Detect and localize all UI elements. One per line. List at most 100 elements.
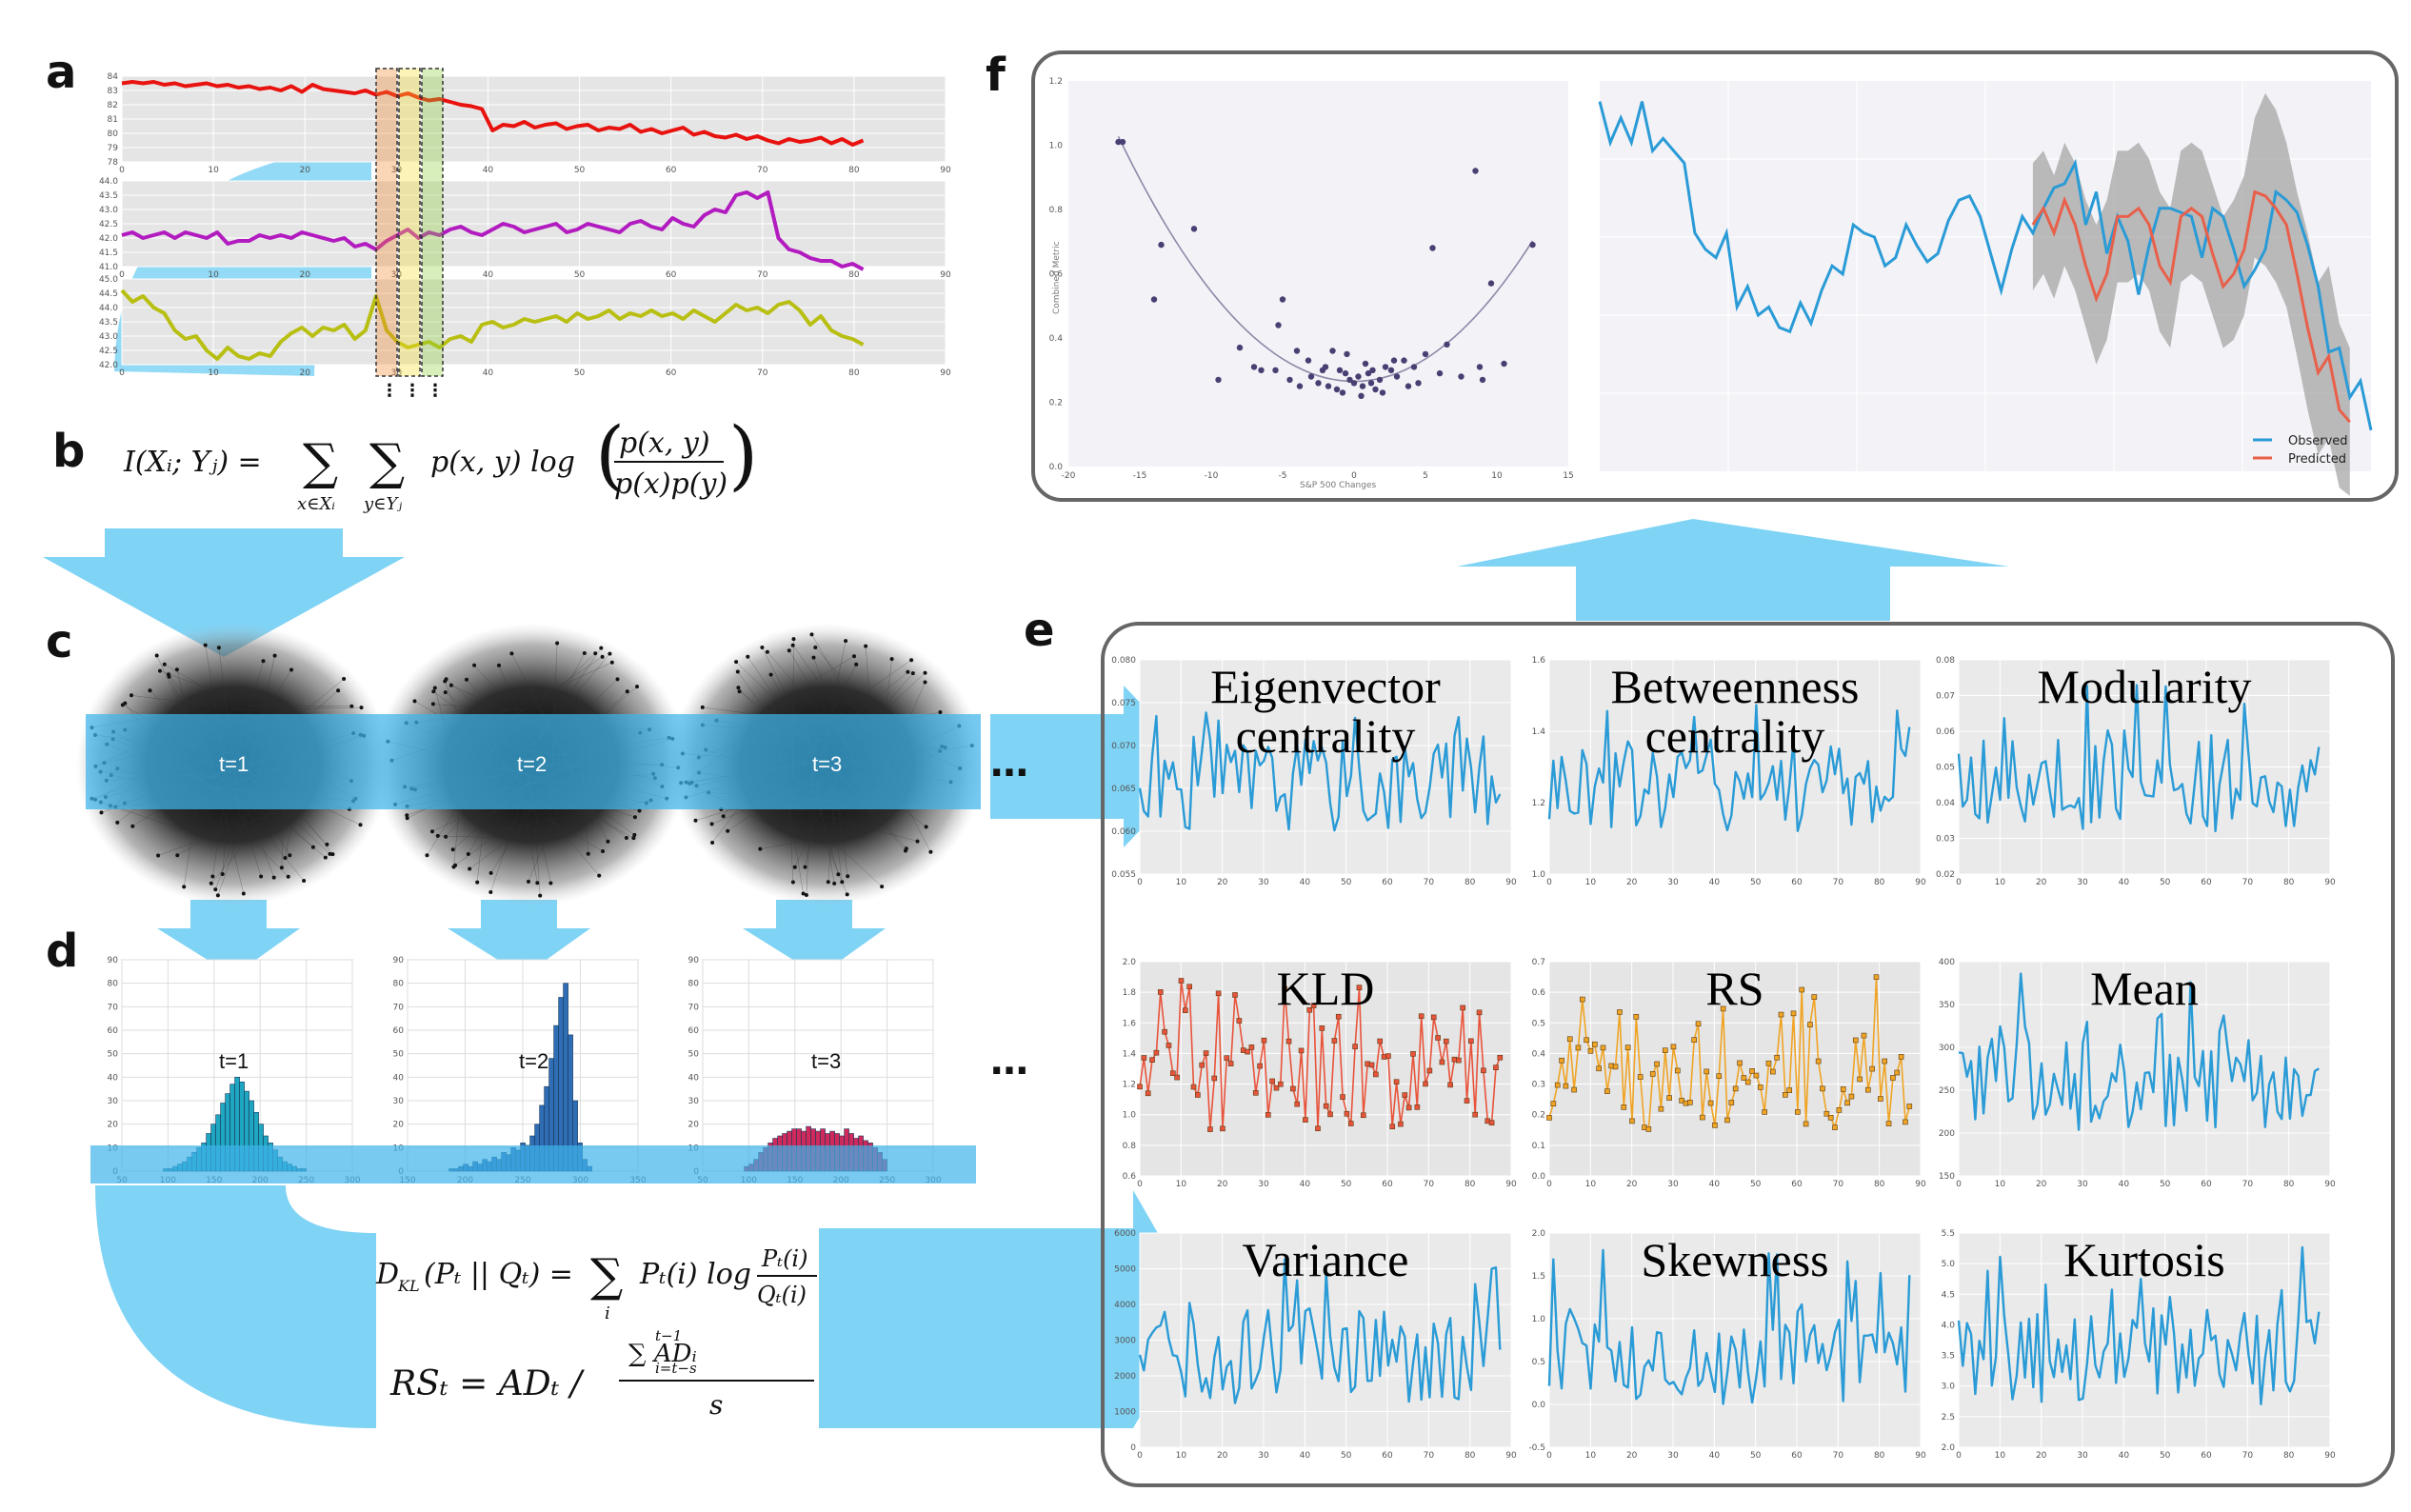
histogram-ytick-1-6: 30 (393, 1097, 405, 1106)
panel-a-ytick-1-3: 42.5 (99, 220, 118, 229)
scatter-point-40 (1372, 386, 1379, 393)
metric-ytick-8-4: 3.5 (1942, 1352, 1955, 1362)
metric-xtick-5-6: 60 (2201, 1180, 2212, 1189)
network-edge-0-12 (130, 695, 237, 709)
arrow-c-to-d-1 (157, 900, 300, 976)
metric-4-point-52 (1762, 1109, 1767, 1115)
panel-a-ytick-2-0: 45.0 (99, 275, 118, 285)
legend-predicted: Predicted (2288, 452, 2346, 467)
metric-4-point-22 (1637, 1074, 1644, 1080)
metric-3-point-45 (1323, 1103, 1329, 1109)
metric-xtick-6-4: 40 (1300, 1451, 1311, 1461)
metric-xtick-3-9: 90 (1505, 1180, 1517, 1189)
histogram-ytick-2-3: 60 (688, 1026, 700, 1036)
panel-a-xtick-1-7: 70 (757, 270, 768, 280)
metric-3-point-16 (1203, 1050, 1209, 1056)
histogram-ytick-2-5: 40 (688, 1073, 700, 1083)
scatter-xtick-6: 10 (1491, 471, 1503, 481)
metric-4-point-57 (1783, 1092, 1788, 1098)
metric-ytick-2-1: 0.07 (1936, 692, 1955, 702)
mi-lhs: I(Xᵢ; Yⱼ) = (123, 446, 262, 479)
metric-xtick-0-5: 50 (1341, 878, 1352, 887)
metric-4-point-82 (1885, 1121, 1892, 1126)
metric-ytick-1-2: 1.2 (1532, 799, 1545, 808)
network-edge-0-19 (232, 706, 362, 710)
metric-ytick-2-3: 0.05 (1936, 764, 1955, 773)
network-edge-2-65 (848, 659, 912, 704)
metric-4-point-80 (1878, 1096, 1883, 1102)
metric-xtick-1-8: 80 (1874, 878, 1885, 887)
metric-xtick-1-9: 90 (1915, 878, 1926, 887)
metric-ytick-0-4: 0.060 (1111, 827, 1136, 837)
metric-xtick-1-5: 50 (1750, 878, 1762, 887)
panel-a-xtick-1-2: 20 (299, 270, 310, 280)
metric-xtick-0-7: 70 (1424, 878, 1435, 887)
metric-ytick-1-0: 1.6 (1532, 656, 1546, 666)
metric-3-point-66 (1410, 1051, 1416, 1057)
scatter-point-5 (1279, 296, 1286, 303)
metric-4-point-45 (1732, 1085, 1739, 1092)
panel-a-series-2-line (121, 190, 865, 271)
panel-a-ytick-1-6: 41.0 (99, 263, 118, 272)
panel-a-xtick-0-1: 10 (208, 166, 219, 175)
metric-xtick-1-3: 30 (1667, 878, 1679, 887)
predicted-line (2031, 189, 2351, 424)
metric-title-1: Betweenness (1610, 660, 1859, 713)
metric-3-point-47 (1331, 1038, 1338, 1044)
scatter-point-28 (1444, 341, 1450, 348)
metric-4-point-18 (1621, 1104, 1627, 1110)
metric-4-point-8 (1579, 996, 1585, 1003)
metric-3-point-73 (1439, 1059, 1445, 1065)
metric-3-point-38 (1294, 1101, 1301, 1107)
mi-sum-2: ∑ (369, 434, 405, 491)
scatter-point-15 (1346, 376, 1353, 384)
scatter-xtick-3: -5 (1279, 471, 1287, 481)
metric-xtick-2-5: 50 (2160, 878, 2171, 887)
scatter-point-29 (1429, 245, 1436, 251)
metric-ytick-8-5: 3.0 (1942, 1383, 1956, 1392)
metric-xtick-1-0: 0 (1546, 878, 1552, 887)
formula-box (376, 1228, 819, 1428)
histogram-ytick-0-7: 20 (108, 1121, 119, 1130)
metric-3-point-44 (1319, 1025, 1325, 1031)
metric-3-point-14 (1195, 1092, 1201, 1098)
metric-4-point-20 (1629, 1118, 1635, 1124)
scatter-xtick-2: -10 (1205, 471, 1219, 481)
network-edge-2-63 (760, 838, 823, 849)
metric-ytick-2-4: 0.04 (1936, 799, 1955, 808)
metric-4-point-87 (1906, 1104, 1913, 1109)
metric-4-point-2 (1554, 1082, 1561, 1088)
window-1 (375, 68, 398, 377)
metric-xtick-0-1: 10 (1176, 878, 1187, 887)
metric-xtick-8-4: 40 (2119, 1451, 2130, 1461)
mi-frac-den: p(x)p(y) (614, 468, 727, 501)
scatter-point-17 (1355, 373, 1362, 380)
panel-f-prediction: -20 -15 -10 -5 0 5 10 15 1.2 1.0 0.8 0.6 0.4 0.2 0.0 (1049, 77, 2373, 496)
dkl-sub: KL (397, 1277, 420, 1295)
metric-xtick-6-5: 50 (1341, 1451, 1352, 1461)
panel-label-d: d (46, 925, 78, 978)
metric-4-point-64 (1811, 994, 1818, 1000)
histogram-ytick-0-4: 50 (108, 1050, 119, 1060)
metric-4-point-0 (1546, 1115, 1552, 1121)
metric-4-point-24 (1645, 1126, 1652, 1132)
metric-ytick-8-1: 5.0 (1942, 1260, 1956, 1269)
metric-4-point-16 (1612, 1064, 1619, 1070)
scatter-point-52 (1344, 350, 1350, 358)
metric-3-point-12 (1186, 984, 1192, 990)
panel-a-xtick-2-7: 70 (757, 368, 768, 378)
metric-4-point-53 (1765, 1060, 1772, 1066)
scatter-point-22 (1382, 364, 1389, 370)
metric-4-point-7 (1575, 1044, 1582, 1051)
metric-title-8: Kurtosis (2063, 1233, 2224, 1286)
scatter-point-55 (1296, 383, 1304, 389)
metric-3-point-65 (1405, 1104, 1412, 1111)
metric-4-point-68 (1827, 1114, 1834, 1121)
metric-subtitle-0: centrality (1236, 709, 1416, 763)
metric-xtick-4-4: 40 (1709, 1180, 1721, 1189)
metric-3-point-39 (1298, 1047, 1305, 1054)
metric-3-point-6 (1162, 1028, 1167, 1035)
metric-ytick-6-5: 1000 (1114, 1408, 1136, 1418)
scatter-point-56 (1436, 369, 1444, 377)
scatter-ylabel: Combined Metric (1052, 241, 1062, 314)
